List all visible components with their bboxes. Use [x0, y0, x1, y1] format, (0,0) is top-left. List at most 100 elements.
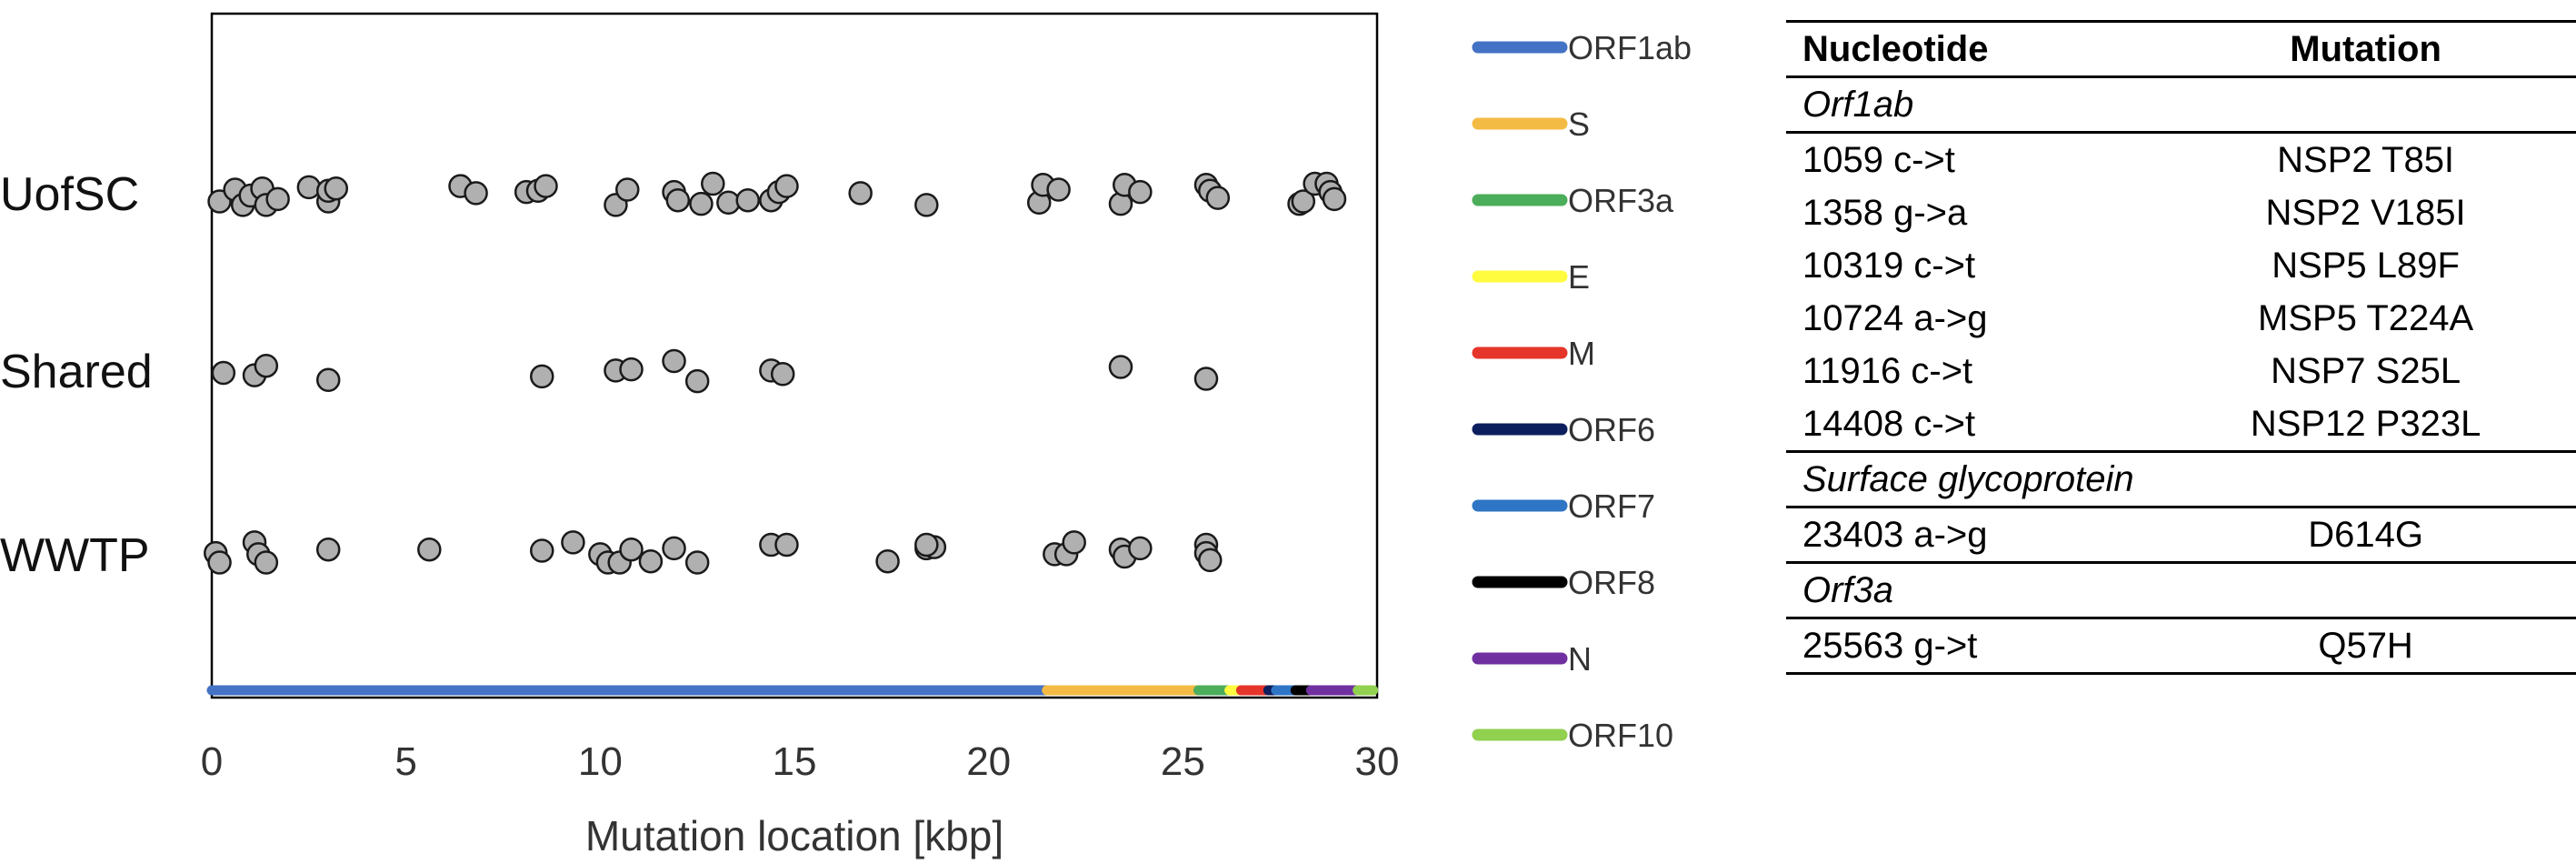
- table-row: 10319 c->t NSP5 L89F: [1786, 239, 2576, 292]
- data-point-wwtp: [1128, 536, 1153, 561]
- nucleotide-cell: 1059 c->t: [1802, 139, 1955, 180]
- nucleotide-cell: 10724 a->g: [1802, 297, 1988, 338]
- legend-label-s: S: [1568, 105, 1590, 143]
- x-tick-label: 5: [394, 739, 416, 784]
- data-point-wwtp: [417, 537, 442, 562]
- x-tick-label: 15: [773, 739, 817, 784]
- data-point-wwtp: [638, 548, 664, 574]
- table-row: 10724 a->g MSP5 T224A: [1786, 292, 2576, 345]
- x-tick-label: 30: [1355, 739, 1400, 784]
- data-point-uofsc: [735, 187, 760, 213]
- legend-label-orf3a: ORF3a: [1568, 182, 1674, 219]
- legend: ORF1ab S ORF3a E M ORF6 ORF7 ORF8 N ORF10: [1472, 29, 1692, 754]
- data-point-uofsc: [774, 174, 799, 198]
- data-point-wwtp: [1062, 530, 1086, 555]
- data-point-shared: [315, 367, 341, 393]
- data-point-uofsc: [614, 177, 640, 202]
- data-point-wwtp: [1197, 548, 1223, 573]
- data-point-uofsc: [265, 186, 290, 212]
- data-point-uofsc: [464, 181, 488, 206]
- data-point-wwtp: [774, 532, 799, 558]
- data-point-wwtp: [619, 537, 644, 562]
- data-point-uofsc: [324, 176, 348, 201]
- table-group-label: Surface glycoprotein: [1786, 451, 2576, 508]
- data-point-wwtp: [875, 548, 900, 574]
- x-tick-label: 20: [966, 739, 1011, 784]
- mutation-cell: NSP2 V185I: [2265, 192, 2466, 233]
- legend-label-orf7: ORF7: [1568, 487, 1655, 525]
- data-point-uofsc: [1205, 186, 1231, 210]
- table-group-row: Orf1ab: [1786, 76, 2576, 134]
- plot-area-frame: [210, 12, 1379, 699]
- data-point-wwtp: [207, 550, 232, 575]
- data-point-shared: [254, 353, 279, 378]
- data-point-uofsc: [534, 174, 558, 198]
- legend-label-n: N: [1568, 640, 1592, 678]
- data-point-uofsc: [665, 187, 691, 213]
- mutation-cell: Q57H: [2155, 618, 2576, 675]
- header-nucleotide: Nucleotide: [1786, 20, 2156, 78]
- data-point-shared: [1193, 367, 1219, 391]
- data-point-wwtp: [254, 550, 279, 575]
- table-row: 25563 g->t Q57H: [1786, 618, 2576, 675]
- data-point-shared: [1108, 355, 1133, 379]
- table-row: 14408 c->t NSP12 P323L: [1786, 397, 2576, 453]
- legend-label-orf10: ORF10: [1568, 717, 1673, 754]
- data-point-uofsc: [1128, 179, 1153, 205]
- mutation-cell: NSP2 T85I: [2277, 139, 2455, 180]
- x-tick-label: 10: [578, 739, 623, 784]
- nucleotide-cell: 14408 c->t: [1786, 397, 2156, 453]
- data-point-uofsc: [848, 181, 873, 206]
- nucleotide-cell: 10319 c->t: [1802, 245, 1976, 286]
- table-body: Orf1ab 1059 c->t NSP2 T85I 1358 g->a NSP2 V1…: [1786, 76, 2576, 675]
- data-point-uofsc: [1322, 186, 1347, 212]
- data-point-wwtp: [315, 537, 341, 562]
- data-point-shared: [619, 357, 644, 382]
- nucleotide-cell: 1358 g->a: [1802, 192, 1968, 233]
- legend-label-orf6: ORF6: [1568, 411, 1655, 448]
- data-point-uofsc: [1046, 177, 1071, 202]
- data-point-wwtp: [662, 536, 686, 561]
- category-label-shared: Shared: [0, 346, 153, 398]
- table-header-row: Nucleotide Mutation: [1786, 20, 2576, 78]
- table-group-label: Orf3a: [1786, 562, 2576, 619]
- mutation-cell: NSP7 S25L: [2271, 350, 2461, 391]
- x-tick-label: 0: [201, 739, 223, 784]
- header-mutation: Mutation: [2155, 20, 2576, 78]
- data-point-uofsc: [1291, 189, 1316, 214]
- data-points: [204, 171, 1347, 575]
- legend-label-orf1ab: ORF1ab: [1568, 29, 1692, 66]
- data-point-uofsc: [914, 193, 939, 217]
- x-axis-label: Mutation location [kbp]: [585, 812, 1003, 859]
- category-label-wwtp: WWTP: [0, 529, 150, 582]
- mutation-cell: MSP5 T224A: [2258, 297, 2474, 338]
- mutation-cell: NSP12 P323L: [2155, 397, 2576, 453]
- table-row: 11916 c->t NSP7 S25L: [1786, 345, 2576, 397]
- data-point-uofsc: [701, 171, 725, 196]
- data-point-uofsc: [296, 175, 322, 200]
- data-point-shared: [684, 368, 710, 394]
- data-point-shared: [211, 360, 236, 386]
- nucleotide-cell: 25563 g->t: [1786, 618, 2156, 675]
- data-point-shared: [529, 364, 554, 389]
- mutation-cell: D614G: [2155, 507, 2576, 564]
- data-point-shared: [662, 348, 686, 374]
- table-group-label: Orf1ab: [1786, 76, 2576, 134]
- table-row: 1059 c->t NSP2 T85I: [1786, 133, 2576, 187]
- data-point-uofsc: [689, 191, 714, 216]
- legend-label-orf8: ORF8: [1568, 564, 1655, 601]
- table-group-row: Orf3a: [1786, 562, 2576, 619]
- table-row: 23403 a->g D614G: [1786, 507, 2576, 564]
- data-point-wwtp: [529, 538, 554, 563]
- table-group-row: Surface glycoprotein: [1786, 451, 2576, 508]
- mutation-scatter-chart: UofSC Shared WWTP 0 5 10 15 20 25 30 Mutation lo…: [0, 12, 1692, 859]
- category-labels: UofSC Shared WWTP: [0, 168, 153, 582]
- data-point-shared: [770, 362, 795, 387]
- mutation-cell: NSP5 L89F: [2271, 245, 2460, 286]
- nucleotide-cell: 11916 c->t: [1802, 350, 1973, 391]
- data-point-wwtp: [684, 550, 710, 575]
- table-row: 1358 g->a NSP2 V185I: [1786, 186, 2576, 239]
- x-axis-ticks: 0 5 10 15 20 25 30: [201, 739, 1400, 784]
- data-point-wwtp: [561, 530, 585, 555]
- data-point-wwtp: [914, 532, 939, 558]
